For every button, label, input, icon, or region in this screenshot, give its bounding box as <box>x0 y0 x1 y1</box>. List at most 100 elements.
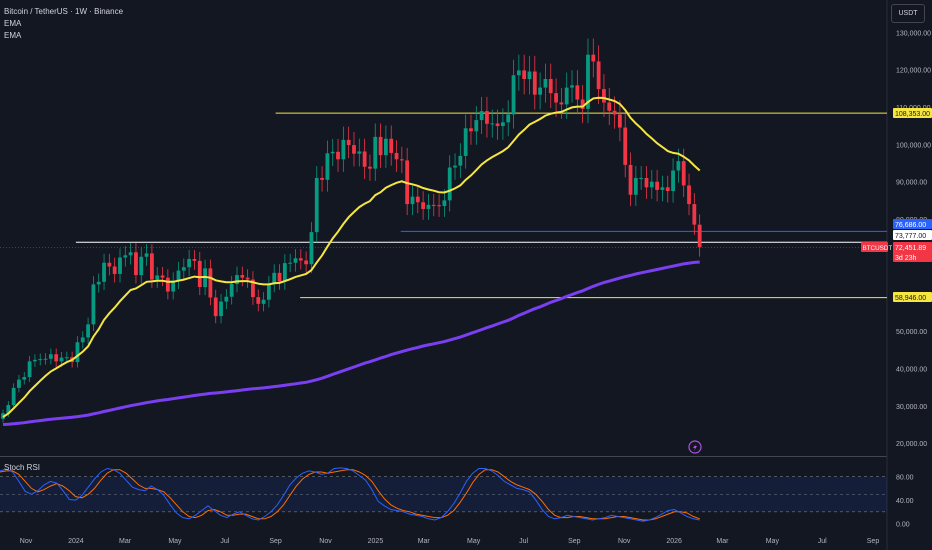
candle-body <box>479 111 484 121</box>
candle-body <box>522 70 527 79</box>
indicator-ema-1[interactable]: EMA <box>4 19 22 28</box>
candle-body <box>11 387 16 406</box>
price-label: 76,686.00 <box>895 222 926 229</box>
candle-body <box>298 258 303 261</box>
candle-body <box>602 89 606 103</box>
currency-button[interactable]: USDT <box>891 4 925 23</box>
candle-body <box>17 379 21 388</box>
replay-icon[interactable] <box>688 440 702 454</box>
candle-body <box>617 114 622 128</box>
price-label-box <box>893 219 932 229</box>
candle-body <box>64 357 69 359</box>
candles <box>1 38 702 423</box>
candle-body <box>165 277 170 292</box>
time-tick: Sep <box>269 538 282 545</box>
candle-body <box>559 102 564 105</box>
stoch-tick: 80.00 <box>896 475 914 482</box>
horizontal-levels <box>0 112 887 299</box>
candle-body <box>543 78 548 88</box>
candle-body <box>38 359 43 361</box>
time-tick: Mar <box>716 538 729 545</box>
candle-body <box>325 153 330 180</box>
candle-body <box>399 159 404 161</box>
candle-body <box>245 277 250 280</box>
price-label-countdown: 3d 23h <box>895 255 917 262</box>
candle-body <box>107 262 112 267</box>
candle-body <box>447 167 452 201</box>
time-axis: Nov 2024 Mar May Jul Sep Nov 2025 Mar May Jul Sep No… <box>20 538 880 545</box>
time-tick: Jul <box>220 538 229 545</box>
candle-body <box>282 263 287 282</box>
candle-body <box>442 200 447 206</box>
candle-body <box>453 165 457 168</box>
candle-body <box>123 255 128 258</box>
candle-body <box>644 177 649 188</box>
candle-body <box>357 151 362 154</box>
candle-body <box>362 151 367 167</box>
candle-body <box>261 299 266 304</box>
price-label-box <box>893 230 932 240</box>
time-tick: Mar <box>418 538 431 545</box>
candle-body <box>410 196 415 205</box>
candle-body <box>134 252 138 276</box>
candle-body <box>208 268 213 298</box>
candle-body <box>336 151 340 160</box>
candle-body <box>511 75 516 115</box>
candle-body <box>485 111 489 124</box>
candle-body <box>293 258 298 263</box>
candle-body <box>309 232 314 265</box>
candle-body <box>144 253 149 257</box>
candle-body <box>527 71 532 79</box>
candle-body <box>320 177 324 180</box>
candle-body <box>192 259 197 261</box>
time-tick: 2025 <box>368 538 384 545</box>
candle-body <box>176 270 181 281</box>
candle-body <box>665 187 670 192</box>
candle-body <box>219 301 223 317</box>
candle-body <box>91 284 96 325</box>
candle-body <box>96 281 101 285</box>
candle-body <box>288 262 293 264</box>
candle-body <box>27 361 32 378</box>
candle-body <box>75 342 80 363</box>
time-tick: Sep <box>867 538 880 545</box>
price-label-box <box>893 242 932 262</box>
price-tick: 90,000.00 <box>896 180 927 187</box>
candle-body <box>591 54 596 62</box>
candle-body <box>102 262 106 282</box>
candle-body <box>224 296 229 302</box>
candle-body <box>692 204 697 225</box>
candle-body <box>570 85 574 88</box>
candle-body <box>155 275 160 280</box>
candle-body <box>687 185 691 205</box>
price-label-box <box>893 292 932 302</box>
candle-body <box>474 120 479 132</box>
indicator-ema-2[interactable]: EMA <box>4 31 22 40</box>
candle-body <box>458 155 463 166</box>
price-label-box <box>893 108 932 118</box>
price-tick: 100,000.00 <box>896 142 931 149</box>
candle-body <box>352 145 356 154</box>
candle-body <box>394 152 399 160</box>
candle-body <box>469 128 473 132</box>
price-tick: 120,000.00 <box>896 68 931 75</box>
candle-body <box>256 297 261 304</box>
candle-body <box>171 280 176 292</box>
candle-body <box>649 181 654 188</box>
candle-body <box>80 337 85 343</box>
candle-body <box>272 272 277 285</box>
candle-body <box>235 275 239 285</box>
indicator-title[interactable]: Stoch RSI <box>4 463 41 472</box>
time-tick: Nov <box>618 538 631 545</box>
price-tick: 30,000.00 <box>896 404 927 411</box>
candle-body <box>575 85 580 100</box>
price-labels: 108,353.00 76,686.00 73,777.00 72,451.89 3d … <box>861 108 932 302</box>
symbol-tag: BTCUSDT <box>863 245 893 252</box>
candle-body <box>314 177 319 233</box>
candle-body <box>251 279 255 298</box>
candle-body <box>368 166 372 169</box>
candle-body <box>463 128 468 156</box>
candle-body <box>421 202 426 209</box>
price-tick: 20,000.00 <box>896 441 927 448</box>
